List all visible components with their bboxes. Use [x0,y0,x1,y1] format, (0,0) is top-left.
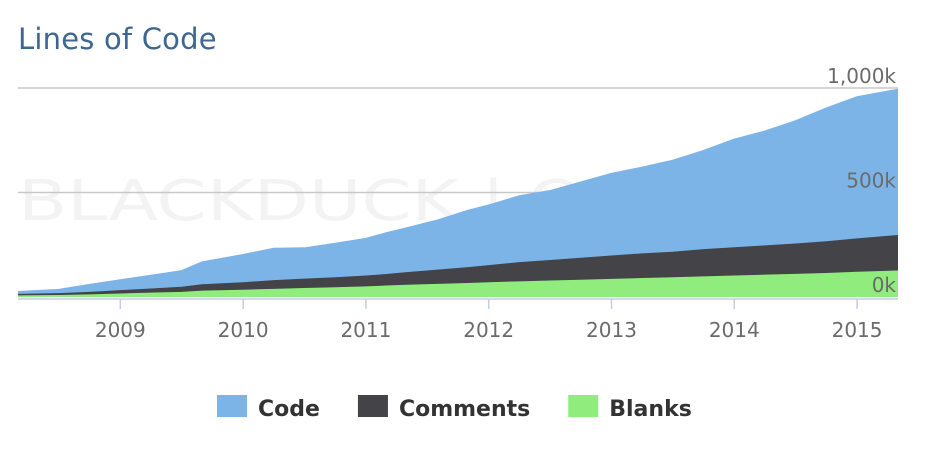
legend-label-blanks: Blanks [609,397,692,422]
legend-label-code: Code [258,397,320,422]
legend-item-comments[interactable]: Comments [357,395,530,422]
x-tick-label-2011: 2011 [340,318,391,342]
legend-label-comments: Comments [399,397,530,422]
area-code[interactable] [18,89,898,295]
y-tick-label-500k: 500k [846,169,896,193]
x-tick-label-2010: 2010 [218,318,269,342]
legend-swatch-comments [357,395,388,417]
legend-swatch-blanks [568,395,599,417]
y-axis: 0k 500k 1,000k [827,64,896,297]
legend[interactable]: Code Comments Blanks [217,395,692,422]
x-tick-label-2014: 2014 [709,318,760,342]
y-tick-label-0k: 0k [872,273,897,297]
line-blanks [17,270,899,298]
plot-area [17,88,899,298]
x-tick-label-2012: 2012 [463,318,514,342]
line-comments [17,234,899,296]
legend-item-blanks[interactable]: Blanks [568,395,692,422]
x-axis: 2009 2010 2011 2012 2013 2014 2015 [18,298,898,342]
legend-swatch-code [217,395,247,417]
chart-title: Lines of Code [18,22,217,56]
x-tick-label-2013: 2013 [586,318,637,342]
line-code [17,88,899,293]
y-tick-label-1,000k: 1,000k [827,64,896,88]
x-tick-label-2009: 2009 [95,318,146,342]
x-tick-label-2015: 2015 [832,318,883,342]
area-blanks[interactable] [18,271,898,297]
legend-item-code[interactable]: Code [217,395,320,422]
